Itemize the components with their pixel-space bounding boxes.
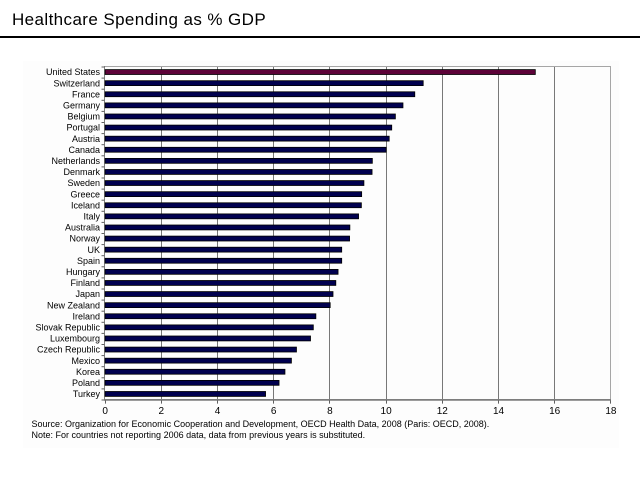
svg-text:18: 18 — [605, 406, 617, 417]
svg-text:Ireland: Ireland — [72, 311, 100, 321]
svg-text:Portugal: Portugal — [66, 123, 100, 133]
svg-text:6: 6 — [271, 406, 277, 417]
svg-text:12: 12 — [437, 406, 449, 417]
svg-text:Greece: Greece — [70, 189, 100, 199]
svg-text:Italy: Italy — [83, 211, 100, 221]
svg-text:Turkey: Turkey — [73, 389, 101, 399]
svg-text:Japan: Japan — [75, 289, 100, 299]
svg-text:Slovak Republic: Slovak Republic — [35, 322, 100, 332]
svg-text:Czech Republic: Czech Republic — [37, 345, 101, 355]
svg-text:Poland: Poland — [72, 378, 100, 388]
svg-text:2: 2 — [159, 406, 165, 417]
svg-text:Switzerland: Switzerland — [53, 78, 100, 88]
svg-text:UK: UK — [87, 245, 100, 255]
svg-text:Hungary: Hungary — [66, 267, 101, 277]
svg-text:Denmark: Denmark — [63, 167, 100, 177]
svg-text:Iceland: Iceland — [71, 200, 100, 210]
svg-text:Norway: Norway — [69, 234, 100, 244]
svg-text:Belgium: Belgium — [67, 112, 100, 122]
svg-text:Korea: Korea — [76, 367, 100, 377]
svg-text:France: France — [72, 89, 100, 99]
svg-text:Mexico: Mexico — [71, 356, 100, 366]
svg-text:Germany: Germany — [63, 100, 101, 110]
svg-text:Austria: Austria — [72, 134, 100, 144]
svg-text:Netherlands: Netherlands — [51, 156, 100, 166]
svg-text:10: 10 — [381, 406, 393, 417]
svg-text:Spain: Spain — [77, 256, 100, 266]
svg-text:Australia: Australia — [65, 223, 100, 233]
svg-text:4: 4 — [215, 406, 221, 417]
svg-text:8: 8 — [327, 406, 333, 417]
svg-text:Sweden: Sweden — [67, 178, 100, 188]
svg-text:16: 16 — [549, 406, 561, 417]
svg-text:14: 14 — [493, 406, 505, 417]
svg-text:0: 0 — [102, 406, 108, 417]
svg-text:Luxembourg: Luxembourg — [50, 334, 100, 344]
svg-text:Finland: Finland — [70, 278, 100, 288]
svg-text:New Zealand: New Zealand — [47, 300, 100, 310]
svg-text:Canada: Canada — [68, 145, 100, 155]
svg-text:United States: United States — [46, 67, 101, 77]
